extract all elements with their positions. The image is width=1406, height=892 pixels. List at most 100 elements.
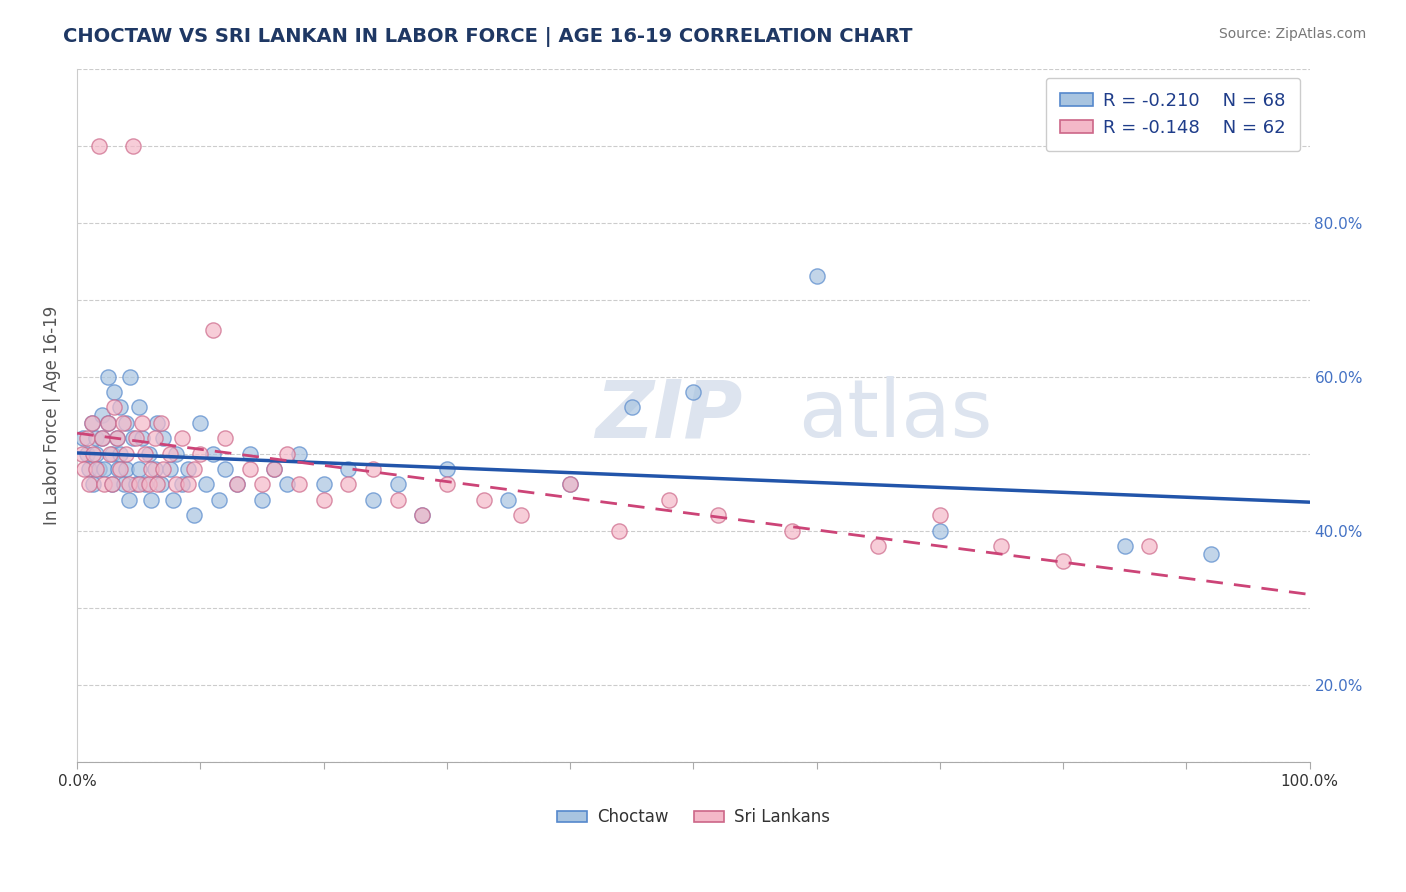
Point <box>110 462 132 476</box>
Point <box>100 477 122 491</box>
Point <box>118 477 141 491</box>
Point <box>165 477 187 491</box>
Point <box>112 477 135 491</box>
Point <box>73 462 96 476</box>
Point <box>98 447 121 461</box>
Point <box>82 447 104 461</box>
Point <box>226 477 249 491</box>
Point <box>337 477 360 491</box>
Point <box>165 447 187 461</box>
Point <box>558 477 581 491</box>
Point <box>76 431 98 445</box>
Point <box>90 408 112 422</box>
Point <box>103 401 125 415</box>
Point <box>84 431 107 445</box>
Point <box>361 492 384 507</box>
Point <box>72 431 94 445</box>
Point <box>387 477 409 491</box>
Point <box>162 492 184 507</box>
Point <box>100 477 122 491</box>
Point <box>138 447 160 461</box>
Point <box>609 524 631 538</box>
Point <box>928 508 950 523</box>
Point <box>170 431 193 445</box>
Point <box>1137 539 1160 553</box>
Point <box>143 431 166 445</box>
Point <box>177 462 200 476</box>
Point <box>226 477 249 491</box>
Point <box>201 323 224 337</box>
Point <box>1114 539 1136 553</box>
Point <box>263 462 285 476</box>
Point <box>131 431 153 445</box>
Point <box>149 477 172 491</box>
Text: ZIP: ZIP <box>595 376 742 454</box>
Point <box>79 462 101 476</box>
Point <box>110 401 132 415</box>
Point <box>82 477 104 491</box>
Point <box>105 431 128 445</box>
Point <box>214 462 236 476</box>
Point <box>288 477 311 491</box>
Point <box>990 539 1012 553</box>
Point <box>239 447 262 461</box>
Point <box>411 508 433 523</box>
Point <box>682 384 704 399</box>
Point <box>115 447 138 461</box>
Point <box>498 492 520 507</box>
Point <box>121 431 143 445</box>
Point <box>159 447 181 461</box>
Point <box>201 447 224 461</box>
Point <box>188 416 211 430</box>
Point <box>276 477 298 491</box>
Point <box>80 416 103 430</box>
Point <box>183 508 205 523</box>
Text: atlas: atlas <box>799 376 993 454</box>
Point <box>80 416 103 430</box>
Point <box>131 416 153 430</box>
Y-axis label: In Labor Force | Age 16-19: In Labor Force | Age 16-19 <box>44 305 60 524</box>
Point <box>146 477 169 491</box>
Point <box>928 524 950 538</box>
Point <box>250 492 273 507</box>
Point <box>337 462 360 476</box>
Point <box>120 369 142 384</box>
Point <box>214 431 236 445</box>
Point <box>195 477 218 491</box>
Point <box>276 447 298 461</box>
Point <box>868 539 890 553</box>
Point <box>436 462 458 476</box>
Point <box>183 462 205 476</box>
Point <box>436 477 458 491</box>
Point <box>658 492 681 507</box>
Point <box>84 462 107 476</box>
Legend: Choctaw, Sri Lankans: Choctaw, Sri Lankans <box>550 802 837 833</box>
Point <box>90 431 112 445</box>
Point <box>288 447 311 461</box>
Point <box>110 447 132 461</box>
Point <box>139 462 162 476</box>
Point <box>105 431 128 445</box>
Point <box>107 462 129 476</box>
Point <box>188 447 211 461</box>
Point <box>263 462 285 476</box>
Point <box>170 477 193 491</box>
Point <box>472 492 495 507</box>
Point <box>121 138 143 153</box>
Point <box>620 401 643 415</box>
Point <box>97 416 120 430</box>
Point <box>115 416 138 430</box>
Point <box>89 138 111 153</box>
Point <box>806 269 828 284</box>
Point <box>100 447 122 461</box>
Point <box>84 447 107 461</box>
Point <box>152 462 174 476</box>
Point <box>89 462 111 476</box>
Point <box>97 416 120 430</box>
Point <box>128 477 150 491</box>
Point <box>558 477 581 491</box>
Point <box>509 508 531 523</box>
Point <box>159 462 181 476</box>
Point <box>125 477 148 491</box>
Point <box>93 477 115 491</box>
